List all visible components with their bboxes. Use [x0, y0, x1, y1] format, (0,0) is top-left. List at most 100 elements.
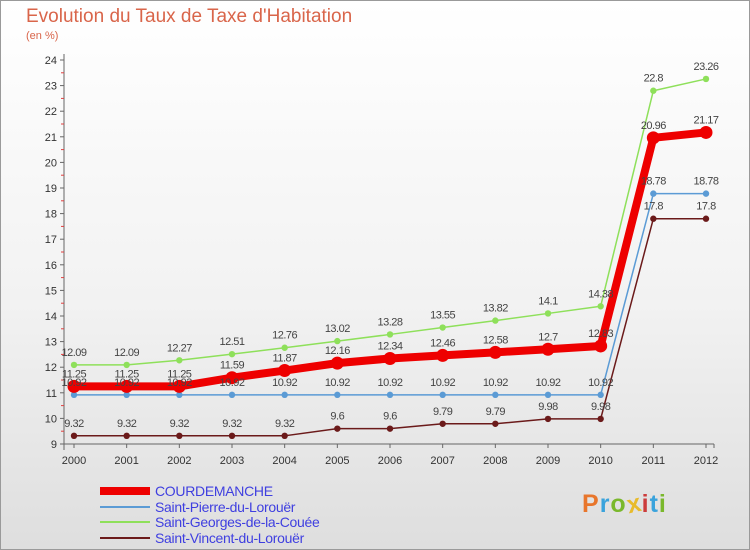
- series-point: [67, 379, 81, 393]
- y-tick-label: 22: [45, 106, 57, 118]
- series-point: [123, 361, 130, 369]
- data-label: 12.58: [483, 334, 508, 346]
- series-point: [228, 432, 236, 440]
- series-point: [228, 350, 236, 358]
- data-label: 12.83: [588, 328, 613, 340]
- series-point: [228, 391, 236, 399]
- unit-label: (en %): [26, 30, 59, 42]
- series-point: [436, 348, 450, 362]
- series-point: [172, 379, 186, 393]
- y-tick-label: 10: [45, 413, 57, 425]
- data-label: 10.92: [377, 377, 402, 389]
- data-label: 20.96: [641, 120, 666, 132]
- data-label: 10.92: [61, 377, 86, 389]
- series-point: [281, 344, 288, 351]
- data-label: 14.1: [538, 295, 558, 307]
- series-point: [439, 420, 446, 427]
- series-point: [176, 391, 183, 399]
- x-tick-label: 2005: [325, 455, 349, 467]
- data-label: 10.92: [325, 377, 350, 389]
- chart-title: Evolution du Taux de Taxe d'Habitation: [26, 6, 353, 27]
- legend-label: Saint-Vincent-du-Lorouër: [155, 529, 304, 546]
- data-label: 12.46: [430, 337, 455, 349]
- series-point: [386, 391, 394, 399]
- data-label: 9.6: [330, 411, 344, 423]
- legend-label: Saint-Pierre-du-Lorouër: [155, 498, 296, 515]
- series-point: [646, 131, 660, 145]
- series-point: [278, 364, 292, 378]
- data-label: 13.82: [483, 303, 508, 315]
- legend-swatch: [100, 521, 150, 523]
- data-label: 11.87: [273, 353, 298, 365]
- data-label: 11.25: [115, 368, 140, 380]
- data-label: 9.79: [433, 406, 453, 418]
- series-point: [123, 391, 130, 399]
- x-tick-label: 2009: [536, 455, 560, 467]
- legend-swatch: [100, 505, 150, 508]
- series-point: [120, 379, 134, 393]
- data-label: 17.8: [696, 201, 716, 213]
- data-label: 12.34: [377, 340, 402, 352]
- legend-swatch: [100, 536, 150, 539]
- data-label: 10.92: [588, 377, 613, 389]
- data-label: 11.25: [62, 368, 87, 380]
- series-point: [334, 425, 341, 432]
- series-point: [70, 361, 78, 369]
- x-tick-label: 2006: [378, 455, 402, 467]
- data-label: 13.28: [377, 316, 402, 328]
- y-tick-label: 9: [51, 439, 57, 451]
- data-label: 14.38: [588, 288, 613, 300]
- legend-label: COURDEMANCHE: [155, 483, 273, 499]
- series-point: [281, 391, 288, 399]
- series-point: [650, 215, 657, 222]
- data-label: 18.78: [693, 176, 718, 188]
- x-tick-label: 2010: [588, 455, 612, 467]
- legend-label: Saint-Georges-de-la-Couée: [155, 514, 320, 530]
- series-point: [650, 190, 657, 197]
- series-point: [123, 432, 130, 440]
- data-label: 9.98: [538, 401, 558, 413]
- series-point: [492, 391, 499, 399]
- data-label: 10.92: [167, 377, 192, 389]
- series-point: [281, 432, 288, 440]
- data-label: 10.92: [483, 377, 508, 389]
- data-label: 10.92: [430, 377, 455, 389]
- y-tick-label: 16: [45, 260, 57, 272]
- series-point: [544, 415, 552, 423]
- data-label: 23.26: [693, 61, 718, 73]
- series-point: [650, 87, 657, 94]
- data-label: 18.78: [641, 176, 666, 188]
- series-point: [541, 342, 555, 356]
- series-point: [334, 337, 341, 345]
- y-tick-label: 21: [45, 132, 57, 144]
- series-point: [544, 310, 552, 317]
- y-tick-label: 15: [45, 285, 57, 297]
- series-point: [702, 215, 710, 222]
- x-tick-label: 2004: [272, 455, 296, 467]
- data-label: 12.09: [114, 347, 139, 359]
- series-point: [334, 391, 341, 399]
- data-label: 12.76: [272, 330, 297, 342]
- series-point: [699, 125, 713, 139]
- y-tick-label: 17: [45, 234, 57, 246]
- x-tick-label: 2003: [220, 455, 244, 467]
- x-tick-label: 2002: [167, 455, 191, 467]
- y-tick-label: 12: [45, 362, 57, 374]
- series-point: [225, 371, 239, 385]
- series-point: [439, 391, 446, 399]
- data-label: 10.92: [272, 377, 297, 389]
- data-label: 10.92: [219, 377, 244, 389]
- proxiti-logo: Proxiti: [582, 488, 667, 520]
- data-label: 12.09: [61, 347, 86, 359]
- y-tick-label: 18: [45, 209, 57, 221]
- y-tick-label: 14: [45, 311, 57, 323]
- data-label: 11.25: [167, 368, 192, 380]
- series-point: [386, 331, 394, 338]
- x-tick-label: 2012: [694, 455, 718, 467]
- series-point: [597, 303, 604, 310]
- data-label: 12.16: [325, 345, 350, 357]
- y-tick-label: 13: [45, 337, 57, 349]
- data-label: 9.32: [170, 418, 190, 430]
